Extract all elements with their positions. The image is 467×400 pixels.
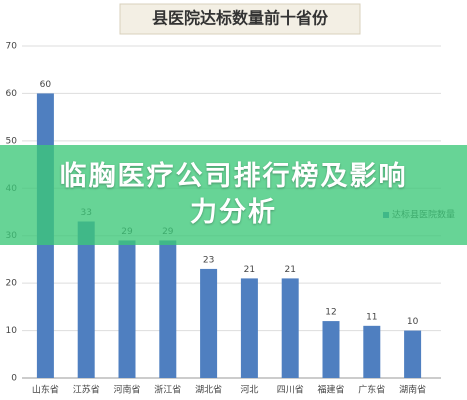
y-tick-label: 0 [11, 374, 17, 384]
x-tick-label: 湖南省 [399, 384, 426, 396]
x-tick-label: 河北 [240, 384, 258, 396]
x-tick-label: 浙江省 [154, 384, 181, 396]
x-tick-label: 广东省 [358, 384, 385, 396]
data-label: 12 [325, 308, 336, 318]
bar [322, 321, 340, 378]
bar [159, 240, 177, 378]
y-tick-label: 10 [6, 326, 18, 336]
x-tick-label: 江苏省 [73, 384, 100, 396]
data-label: 10 [407, 317, 419, 327]
x-tick-label: 河南省 [113, 384, 140, 396]
bar [77, 221, 95, 378]
x-tick-label: 湖北省 [195, 384, 222, 396]
data-label: 21 [284, 265, 295, 275]
bar [118, 240, 136, 378]
data-label: 11 [366, 312, 377, 322]
y-tick-label: 70 [6, 42, 18, 52]
y-tick-label: 60 [6, 89, 18, 99]
bar [240, 278, 258, 378]
data-label: 23 [203, 255, 214, 265]
bar [200, 268, 218, 378]
chart-title: 县医院达标数量前十省份 [152, 9, 329, 28]
y-tick-label: 50 [6, 136, 18, 146]
bar [363, 325, 381, 378]
data-label: 21 [244, 265, 255, 275]
data-label: 60 [40, 80, 52, 90]
x-tick-label: 福建省 [317, 384, 344, 396]
banner-text: 临胸医疗公司排行榜及影响力分析 [59, 161, 408, 228]
bar [281, 278, 299, 378]
x-tick-label: 四川省 [277, 384, 304, 396]
banner: 临胸医疗公司排行榜及影响力分析 [0, 145, 467, 245]
title-box [119, 3, 361, 35]
x-tick-label: 山东省 [32, 384, 59, 396]
y-tick-label: 20 [6, 279, 18, 289]
bar [404, 330, 422, 378]
